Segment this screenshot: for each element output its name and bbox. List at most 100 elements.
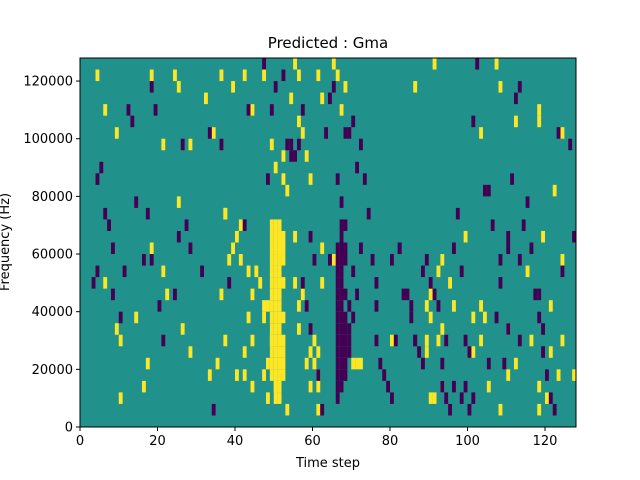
high-cell	[231, 242, 235, 255]
low-cell	[316, 369, 321, 381]
low-cell	[335, 265, 340, 278]
high-cell	[514, 357, 518, 370]
low-cell	[506, 323, 511, 335]
high-cell	[316, 380, 321, 393]
low-cell	[343, 369, 348, 381]
low-cell	[417, 346, 421, 358]
high-cell	[537, 403, 542, 416]
high-cell	[277, 357, 282, 370]
high-cell	[537, 115, 542, 128]
low-cell	[180, 138, 185, 151]
low-cell	[339, 254, 344, 266]
low-cell	[359, 242, 363, 255]
low-cell	[339, 288, 344, 301]
low-cell	[339, 300, 344, 312]
low-cell	[339, 230, 344, 243]
high-cell	[176, 196, 181, 208]
high-cell	[277, 346, 282, 358]
low-cell	[339, 369, 344, 381]
high-cell	[269, 334, 274, 347]
high-cell	[273, 392, 278, 404]
high-cell	[413, 81, 418, 93]
high-cell	[281, 357, 286, 370]
low-cell	[506, 242, 511, 255]
low-cell	[289, 138, 294, 151]
high-cell	[114, 127, 119, 139]
high-cell	[428, 392, 433, 404]
low-cell	[211, 403, 216, 416]
low-cell	[347, 300, 352, 312]
high-cell	[277, 300, 282, 312]
high-cell	[560, 254, 565, 266]
low-cell	[335, 277, 340, 289]
high-cell	[424, 300, 429, 312]
high-cell	[281, 311, 286, 324]
high-cell	[525, 265, 530, 278]
low-cell	[533, 288, 538, 301]
low-cell	[304, 300, 309, 312]
x-tick-label: 40	[227, 434, 244, 449]
low-cell	[335, 254, 340, 266]
low-cell	[467, 403, 472, 416]
high-cell	[541, 230, 545, 243]
high-cell	[308, 346, 313, 358]
high-cell	[269, 300, 274, 312]
low-cell	[374, 277, 379, 289]
low-cell	[335, 311, 340, 324]
low-cell	[142, 254, 146, 266]
high-cell	[269, 346, 274, 358]
high-cell	[548, 300, 553, 312]
low-cell	[471, 115, 476, 128]
x-axis-label: Time step	[295, 456, 360, 471]
low-cell	[529, 242, 534, 255]
high-cell	[254, 265, 259, 278]
low-cell	[390, 392, 394, 404]
high-cell	[180, 323, 185, 335]
high-cell	[273, 323, 278, 335]
low-cell	[506, 230, 511, 243]
low-cell	[440, 380, 445, 393]
high-cell	[273, 380, 278, 393]
low-cell	[347, 334, 352, 347]
low-cell	[188, 242, 193, 255]
low-cell	[436, 300, 441, 312]
high-cell	[316, 346, 321, 358]
low-cell	[153, 104, 158, 116]
high-cell	[273, 300, 278, 312]
low-cell	[343, 323, 348, 335]
high-cell	[103, 104, 108, 116]
high-cell	[424, 346, 429, 358]
high-cell	[250, 380, 255, 393]
high-cell	[273, 265, 278, 278]
low-cell	[91, 277, 96, 289]
high-cell	[103, 277, 108, 289]
low-cell	[382, 369, 387, 381]
high-cell	[297, 115, 301, 128]
low-cell	[339, 334, 344, 347]
low-cell	[409, 311, 414, 324]
y-axis-label: Frequency (Hz)	[0, 193, 13, 291]
low-cell	[490, 219, 495, 231]
low-cell	[273, 81, 278, 93]
low-cell	[409, 300, 414, 312]
high-cell	[134, 311, 139, 324]
high-cell	[269, 242, 274, 255]
high-cell	[529, 334, 534, 347]
low-cell	[285, 138, 290, 151]
plot-background	[80, 58, 576, 427]
high-cell	[277, 311, 282, 324]
low-cell	[320, 403, 325, 416]
high-cell	[273, 242, 278, 255]
high-cell	[188, 346, 193, 358]
high-cell	[494, 58, 499, 70]
high-cell	[486, 380, 491, 393]
low-cell	[343, 334, 348, 347]
high-cell	[231, 81, 235, 93]
low-cell	[343, 311, 348, 324]
high-cell	[424, 334, 429, 347]
low-cell	[335, 242, 340, 255]
low-cell	[339, 323, 344, 335]
low-cell	[242, 219, 247, 231]
low-cell	[122, 265, 127, 278]
high-cell	[269, 357, 274, 370]
